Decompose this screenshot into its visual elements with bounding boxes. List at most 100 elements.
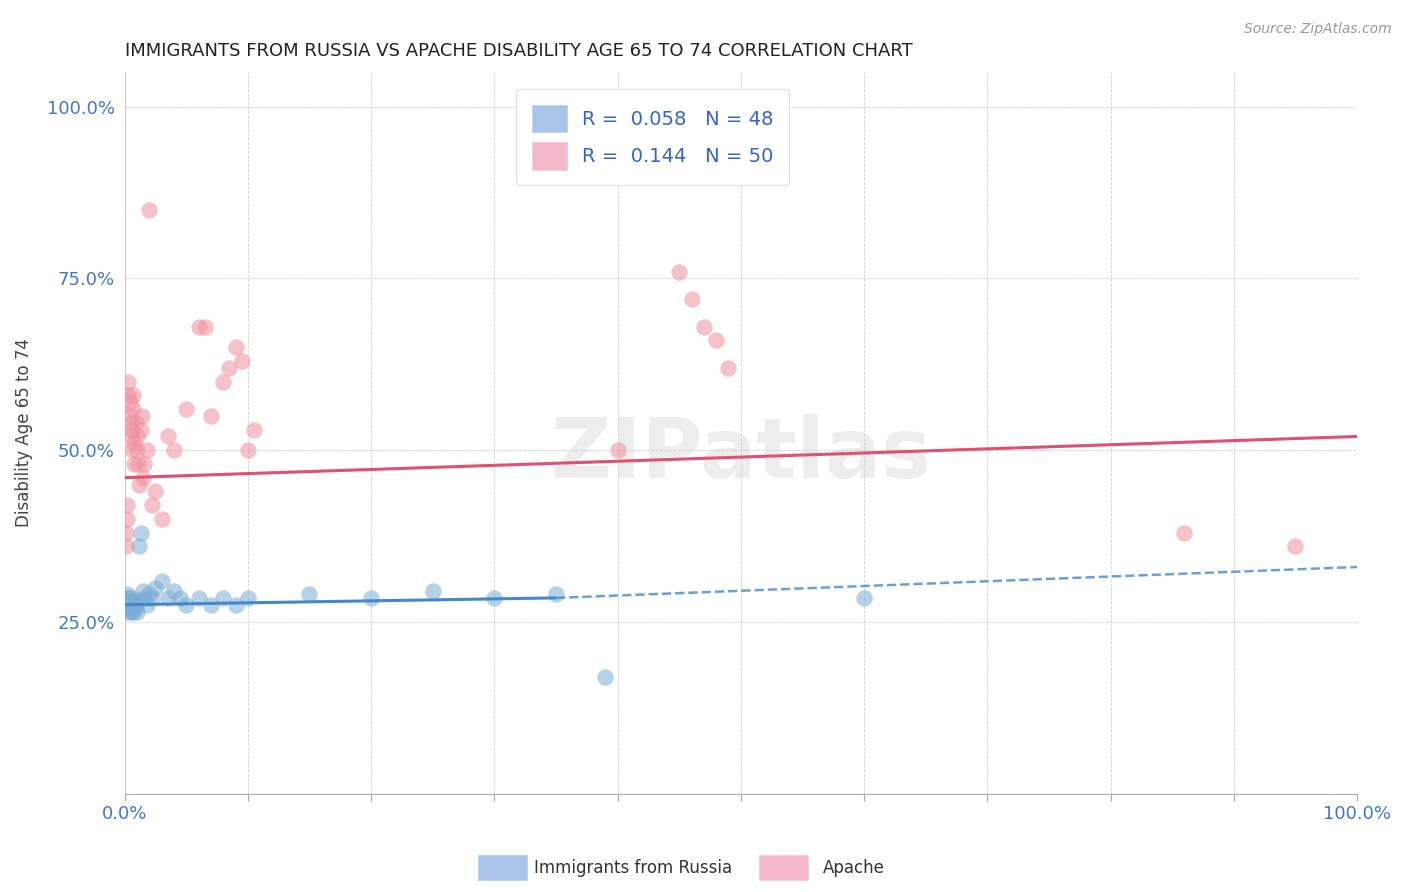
Point <box>422 584 444 599</box>
Point <box>163 443 186 458</box>
Point <box>132 471 155 485</box>
Point <box>124 598 146 612</box>
Legend: R =  0.058   N = 48, R =  0.144   N = 50: R = 0.058 N = 48, R = 0.144 N = 50 <box>516 89 789 186</box>
Point <box>169 591 191 605</box>
Point <box>124 457 146 471</box>
Point <box>121 443 143 458</box>
Point <box>117 594 139 608</box>
Text: Immigrants from Russia: Immigrants from Russia <box>534 859 733 877</box>
Text: IMMIGRANTS FROM RUSSIA VS APACHE DISABILITY AGE 65 TO 74 CORRELATION CHART: IMMIGRANTS FROM RUSSIA VS APACHE DISABIL… <box>125 42 912 60</box>
Point <box>115 498 138 512</box>
Point <box>593 670 616 684</box>
Point <box>128 477 150 491</box>
Point <box>125 605 148 619</box>
Point <box>134 457 156 471</box>
Point <box>704 334 727 348</box>
Point <box>129 423 152 437</box>
Point <box>117 591 139 605</box>
Point <box>681 292 703 306</box>
Point <box>150 574 173 588</box>
Point <box>125 443 148 458</box>
Point <box>115 525 138 540</box>
Point <box>124 436 146 450</box>
Point <box>236 443 259 458</box>
Point <box>200 409 222 423</box>
Point <box>187 591 209 605</box>
Point <box>544 587 567 601</box>
Point <box>200 598 222 612</box>
Point <box>145 484 167 499</box>
Point <box>120 429 142 443</box>
Point <box>121 591 143 605</box>
Point <box>122 402 145 417</box>
Point <box>117 375 139 389</box>
Text: ZIPatlas: ZIPatlas <box>550 414 931 495</box>
Point <box>118 601 141 615</box>
Point <box>117 388 139 402</box>
Point <box>135 443 157 458</box>
Point <box>138 587 160 601</box>
Point <box>484 591 506 605</box>
Point <box>141 498 163 512</box>
Point <box>163 584 186 599</box>
Point <box>118 598 141 612</box>
Point <box>127 594 149 608</box>
Point <box>120 416 142 430</box>
Point <box>693 319 716 334</box>
Point <box>668 265 690 279</box>
Point <box>129 525 152 540</box>
Point <box>118 409 141 423</box>
Point <box>853 591 876 605</box>
Point <box>120 594 142 608</box>
Point <box>122 388 145 402</box>
Point <box>120 598 142 612</box>
Point <box>225 340 247 354</box>
Point <box>187 319 209 334</box>
Point <box>135 598 157 612</box>
Y-axis label: Disability Age 65 to 74: Disability Age 65 to 74 <box>15 339 32 527</box>
Point <box>150 512 173 526</box>
Point <box>218 360 240 375</box>
Point <box>212 591 235 605</box>
Point <box>141 591 163 605</box>
Point <box>115 601 138 615</box>
Point <box>115 587 138 601</box>
Point <box>115 540 138 554</box>
Point <box>122 594 145 608</box>
Point <box>194 319 217 334</box>
Point <box>243 423 266 437</box>
Point <box>122 605 145 619</box>
Point <box>127 457 149 471</box>
Point <box>121 601 143 615</box>
Point <box>115 601 138 615</box>
Point <box>131 409 153 423</box>
Point <box>115 594 138 608</box>
Point <box>121 423 143 437</box>
Point <box>717 360 740 375</box>
Point <box>145 581 167 595</box>
Point <box>138 202 160 217</box>
Point <box>236 591 259 605</box>
Point <box>120 605 142 619</box>
Point <box>156 591 179 605</box>
Text: Apache: Apache <box>823 859 884 877</box>
Point <box>125 601 148 615</box>
Point <box>174 598 197 612</box>
Point <box>117 605 139 619</box>
Point <box>128 540 150 554</box>
Point <box>212 375 235 389</box>
Point <box>231 354 253 368</box>
Point <box>115 512 138 526</box>
Point <box>298 587 321 601</box>
Point <box>118 594 141 608</box>
Point <box>156 429 179 443</box>
Point <box>118 395 141 409</box>
Point <box>360 591 382 605</box>
Point <box>132 584 155 599</box>
Point <box>1173 525 1195 540</box>
Point <box>225 598 247 612</box>
Point <box>115 591 138 605</box>
Text: Source: ZipAtlas.com: Source: ZipAtlas.com <box>1244 22 1392 37</box>
Point <box>174 402 197 417</box>
Point <box>1284 540 1306 554</box>
